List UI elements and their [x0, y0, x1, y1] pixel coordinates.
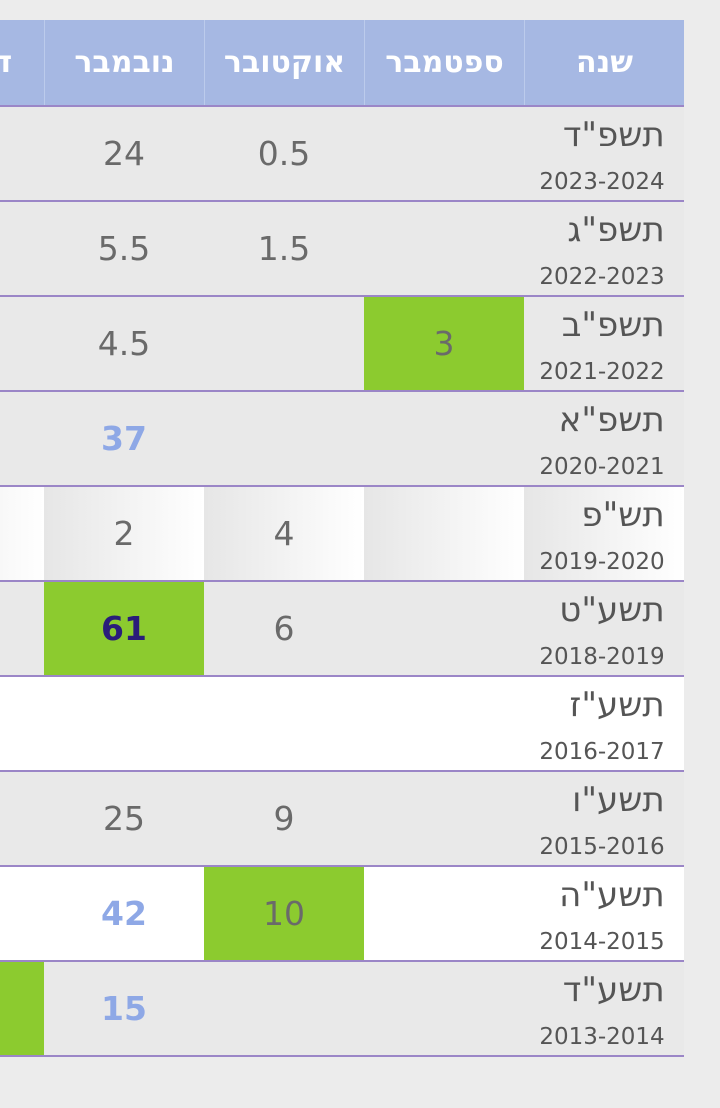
- october-cell: [204, 677, 364, 772]
- header-november: נובמבר: [44, 20, 204, 105]
- gregorian-range: 2020-2021: [539, 454, 665, 480]
- september-cell: [364, 962, 524, 1057]
- november-cell: 2: [44, 487, 204, 582]
- gregorian-range: 2015-2016: [539, 834, 665, 860]
- december-cell: [0, 107, 44, 202]
- year-cell: תשע"ט 2018-2019: [524, 582, 684, 677]
- october-cell: [204, 297, 364, 392]
- november-cell: 42: [44, 867, 204, 962]
- december-cell: [0, 582, 44, 677]
- december-cell: [0, 392, 44, 487]
- september-cell: [364, 772, 524, 867]
- hebrew-year: תשפ"ב: [561, 305, 665, 345]
- year-cell: תש"פ 2019-2020: [524, 487, 684, 582]
- hebrew-year: תשע"ה: [559, 875, 665, 915]
- december-cell: [0, 297, 44, 392]
- hebrew-year: תשע"ט: [559, 590, 665, 630]
- hebrew-year: תש"פ: [581, 495, 665, 535]
- september-cell: [364, 107, 524, 202]
- table-grid: שנה ספטמבר אוקטובר נובמבר דצמבר תשפ"ד 202…: [0, 20, 684, 1057]
- gregorian-range: 2014-2015: [539, 929, 665, 955]
- september-cell: 3: [364, 297, 524, 392]
- year-cell: תשפ"ג 2022-2023: [524, 202, 684, 297]
- september-cell: [364, 487, 524, 582]
- september-cell: [364, 392, 524, 487]
- hebrew-year: תשע"ד: [562, 970, 665, 1010]
- september-cell: [364, 677, 524, 772]
- november-cell: 15: [44, 962, 204, 1057]
- december-cell: [0, 202, 44, 297]
- november-cell: 61: [44, 582, 204, 677]
- gregorian-range: 2022-2023: [539, 264, 665, 290]
- december-cell: [0, 487, 44, 582]
- hebrew-year: תשפ"ג: [567, 210, 665, 250]
- october-cell: [204, 392, 364, 487]
- hebrew-year: תשפ"ד: [562, 115, 665, 155]
- year-cell: תשפ"ב 2021-2022: [524, 297, 684, 392]
- header-december: דצמבר: [0, 20, 44, 105]
- year-cell: תשפ"א 2020-2021: [524, 392, 684, 487]
- gregorian-range: 2023-2024: [539, 169, 665, 195]
- gregorian-range: 2016-2017: [539, 739, 665, 765]
- november-cell: 5.5: [44, 202, 204, 297]
- september-cell: [364, 582, 524, 677]
- november-cell: [44, 677, 204, 772]
- header-divider: [0, 105, 684, 107]
- september-cell: [364, 202, 524, 297]
- rainfall-table: שנה ספטמבר אוקטובר נובמבר דצמבר תשפ"ד 202…: [0, 20, 684, 1057]
- october-cell: 9: [204, 772, 364, 867]
- december-cell: [0, 677, 44, 772]
- year-cell: תשפ"ד 2023-2024: [524, 107, 684, 202]
- october-cell: 6: [204, 582, 364, 677]
- october-cell: [204, 962, 364, 1057]
- gregorian-range: 2018-2019: [539, 644, 665, 670]
- hebrew-year: תשע"ז: [569, 685, 665, 725]
- october-cell: 1.5: [204, 202, 364, 297]
- gregorian-range: 2013-2014: [539, 1024, 665, 1050]
- october-cell: 10: [204, 867, 364, 962]
- november-cell: 4.5: [44, 297, 204, 392]
- september-cell: [364, 867, 524, 962]
- header-october: אוקטובר: [204, 20, 364, 105]
- december-cell: [0, 867, 44, 962]
- year-cell: תשע"ה 2014-2015: [524, 867, 684, 962]
- year-cell: תשע"ו 2015-2016: [524, 772, 684, 867]
- december-cell: [0, 772, 44, 867]
- october-cell: 4: [204, 487, 364, 582]
- hebrew-year: תשע"ו: [572, 780, 665, 820]
- table-viewport[interactable]: שנה ספטמבר אוקטובר נובמבר דצמבר תשפ"ד 202…: [0, 0, 684, 1108]
- gregorian-range: 2021-2022: [539, 359, 665, 385]
- october-cell: 0.5: [204, 107, 364, 202]
- hebrew-year: תשפ"א: [558, 400, 665, 440]
- november-cell: 24: [44, 107, 204, 202]
- november-cell: 25: [44, 772, 204, 867]
- december-cell: [0, 962, 44, 1057]
- header-september: ספטמבר: [364, 20, 524, 105]
- year-cell: תשע"ד 2013-2014: [524, 962, 684, 1057]
- november-cell: 37: [44, 392, 204, 487]
- gregorian-range: 2019-2020: [539, 549, 665, 575]
- header-year: שנה: [524, 20, 684, 105]
- year-cell: תשע"ז 2016-2017: [524, 677, 684, 772]
